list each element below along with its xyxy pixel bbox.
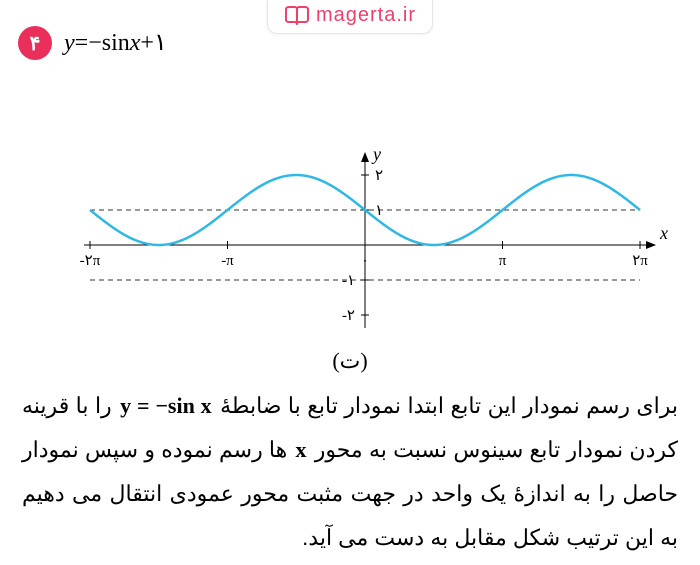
svg-text:-۲: -۲ [342,308,355,324]
book-icon [284,6,310,26]
eq-equals: = [75,30,89,56]
svg-text:-۲π: -۲π [80,253,101,269]
svg-text:-π: -π [221,253,234,269]
explanation-paragraph: برای رسم نمودار این تابع ابتدا نمودار تا… [22,384,678,560]
equation: y=−sinx+۱ [64,28,167,57]
eq-var: x [130,30,141,56]
eq-lhs: y [64,30,75,56]
brand-badge: magerta.ir [267,0,433,34]
item-number: ۴ [30,31,41,56]
svg-text:y: y [371,144,381,164]
para-math-1: y = −sin x [118,393,214,418]
function-chart: x y -۲π -π ۰ π ۲π ۲ ۱ -۱ -۲ [0,85,700,345]
svg-text:۲: ۲ [375,168,383,184]
svg-text:۱: ۱ [375,203,383,219]
item-number-badge: ۴ [18,26,52,60]
svg-text:-۱: -۱ [342,273,355,289]
eq-func: sin [102,30,130,56]
para-mathvar: x [294,437,309,462]
para-text-1: برای رسم نمودار این تابع ابتدا نمودار تا… [214,393,678,418]
figure-label: (ت) [0,348,700,374]
eq-suffix: +۱ [140,30,166,56]
svg-text:۰: ۰ [361,253,369,269]
svg-text:π: π [499,253,507,269]
brand-text: magerta.ir [316,4,416,27]
eq-neg: − [88,30,102,56]
svg-text:۲π: ۲π [632,253,648,269]
svg-text:x: x [659,223,668,243]
